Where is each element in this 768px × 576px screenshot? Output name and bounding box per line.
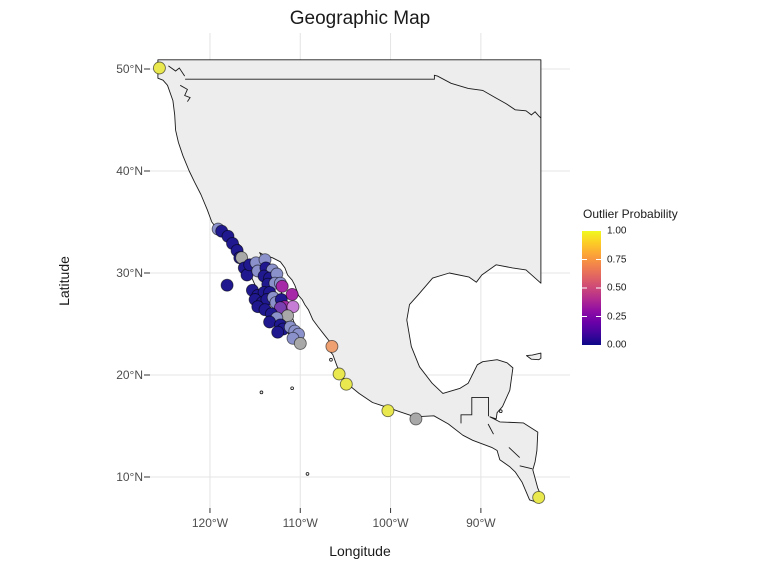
data-point (275, 279, 289, 293)
island-mark (290, 386, 294, 391)
legend-tick-label: 0.00 (607, 339, 627, 351)
data-point (325, 339, 339, 353)
island-mark (305, 472, 310, 476)
x-tick-label: 90°W (466, 516, 496, 530)
data-point (409, 412, 423, 426)
border-line (487, 423, 494, 435)
x-tick-label: 120°W (191, 516, 229, 530)
data-point (332, 367, 346, 381)
data-point (271, 325, 285, 339)
border-line (179, 84, 191, 102)
x-tick-label: 100°W (372, 516, 409, 530)
data-point (152, 61, 166, 75)
border-line (185, 74, 542, 119)
legend-title: Outlier Probability (583, 207, 678, 221)
y-tick-label: 40°N (116, 164, 143, 178)
data-point (293, 336, 307, 350)
data-point (381, 404, 395, 418)
data-point (532, 490, 546, 504)
legend-tick-label: 0.50 (607, 282, 627, 294)
data-point (339, 377, 353, 391)
legend-tick-label: 0.75 (607, 254, 627, 265)
x-tick-label: 110°W (282, 516, 318, 530)
border-line (519, 465, 533, 470)
legend-tick-label: 1.00 (607, 225, 627, 237)
y-tick-label: 10°N (116, 469, 143, 484)
border-line (168, 65, 186, 77)
chart-title: Geographic Map (289, 8, 431, 29)
border-line (508, 447, 521, 458)
y-tick-label: 50°N (116, 62, 143, 76)
y-tick-label: 30°N (116, 265, 143, 280)
island-mark (498, 409, 503, 414)
border-line (460, 396, 489, 424)
x-axis-title: Longitude (329, 543, 391, 559)
y-tick-label: 20°N (116, 367, 143, 382)
island-mark (329, 357, 333, 362)
land-polygon (526, 352, 542, 361)
island-mark (259, 390, 264, 395)
data-point (220, 278, 234, 292)
legend-tick-label: 0.25 (607, 311, 627, 322)
